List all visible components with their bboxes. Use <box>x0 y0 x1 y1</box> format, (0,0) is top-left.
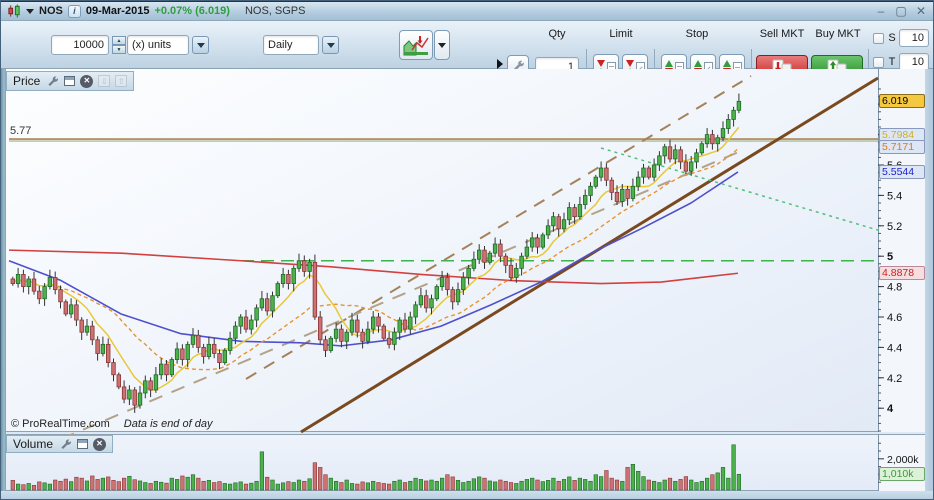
candlestick-logo-icon <box>7 4 21 18</box>
volume-panel-title: Volume <box>13 437 54 451</box>
toolbar-separator <box>868 49 869 83</box>
limit-label: Limit <box>609 28 633 40</box>
t-label: T <box>888 56 896 68</box>
collapse-trading-bar-icon[interactable] <box>497 59 503 69</box>
price-close-icon[interactable]: ✕ <box>80 74 94 88</box>
info-icon[interactable]: i <box>67 4 81 18</box>
take-profit-input[interactable]: 10 <box>899 53 929 71</box>
window-controls: – ▢ ✕ <box>873 4 929 18</box>
stop-label: Stop <box>685 28 709 40</box>
toolbar-separator <box>654 49 655 83</box>
quantity-stepper: ▲ ▼ <box>112 36 126 54</box>
chart-style-icon <box>403 36 429 56</box>
volume-axis-gutter[interactable] <box>878 434 925 491</box>
horizontal-level-label: 5.77 <box>10 125 32 138</box>
price-move-up-icon: ⇧ <box>115 75 128 87</box>
s-label: S <box>888 32 896 44</box>
units-dropdown[interactable]: (x) units <box>127 35 209 55</box>
left-edge-strip <box>1 69 6 491</box>
price-move-down-icon: ⇩ <box>98 75 111 87</box>
volume-settings-wrench-icon[interactable] <box>58 437 72 451</box>
main-toolbar: 10000 ▲ ▼ (x) units Daily <box>1 21 933 83</box>
price-label-5.5544: 5.5544 <box>879 164 925 179</box>
price-label-5.7171: 5.7171 <box>879 140 925 155</box>
close-button[interactable]: ✕ <box>915 4 927 18</box>
chart-style-button[interactable] <box>399 30 433 60</box>
quantity-up-icon[interactable]: ▲ <box>112 36 126 45</box>
volume-current-label: 1,010k <box>879 467 925 482</box>
quantity-down-icon[interactable]: ▼ <box>112 45 126 54</box>
qty-label: Qty <box>548 28 566 40</box>
stop-loss-checkbox[interactable] <box>873 33 884 44</box>
instrument-name: NOS, SGPS <box>244 5 306 17</box>
volume-close-icon[interactable]: ✕ <box>93 437 107 451</box>
copyright-note: © ProRealTime.com Data is end of day <box>11 418 212 430</box>
minimize-button[interactable]: – <box>877 4 885 18</box>
price-detach-window-icon[interactable] <box>64 76 76 86</box>
right-edge-strip <box>925 69 933 499</box>
price-axis-gutter[interactable] <box>878 69 925 432</box>
copyright-text: © ProRealTime.com <box>11 418 110 430</box>
title-bar: NOS i 09-Mar-2015 +0.07% (6.019) NOS, SG… <box>1 1 933 21</box>
buy-mkt-label: Buy MKT <box>815 28 861 40</box>
timeframe-value: Daily <box>268 39 293 51</box>
volume-panel-header: Volume ✕ <box>6 435 114 453</box>
price-settings-wrench-icon[interactable] <box>45 74 59 88</box>
price-panel-header: Price ✕ ⇩ ⇧ <box>6 71 135 91</box>
quantity-input[interactable]: 10000 <box>51 35 109 55</box>
volume-detach-window-icon[interactable] <box>77 439 89 449</box>
toolbar-separator <box>751 49 752 83</box>
units-value: (x) units <box>132 39 172 51</box>
symbol-ticker[interactable]: NOS <box>39 5 63 17</box>
price-panel-title: Price <box>13 74 41 88</box>
quantity-control: 10000 ▲ ▼ <box>51 35 126 55</box>
toolbar-separator <box>586 49 587 83</box>
bottom-edge-strip <box>1 491 933 499</box>
quote-change: +0.07% (6.019) <box>154 5 230 17</box>
maximize-button[interactable]: ▢ <box>895 4 907 18</box>
volume-chart-area[interactable] <box>6 434 878 491</box>
price-label-4.8878: 4.8878 <box>879 266 925 281</box>
stop-loss-input[interactable]: 10 <box>899 29 929 47</box>
timeframe-dropdown[interactable]: Daily <box>263 35 339 55</box>
price-chart-area[interactable] <box>6 69 878 432</box>
data-delay-note: Data is end of day <box>123 418 213 430</box>
quote-date: 09-Mar-2015 <box>85 5 150 17</box>
price-label-6.019: 6.019 <box>879 94 925 109</box>
price-label-5.7984: 5.7984 <box>879 127 925 142</box>
timeframe-dropdown-arrow-icon[interactable] <box>322 36 339 54</box>
units-dropdown-arrow-icon[interactable] <box>192 36 209 54</box>
symbol-dropdown-caret-icon[interactable] <box>26 8 34 14</box>
wrench-icon <box>513 60 524 71</box>
take-profit-checkbox[interactable] <box>873 57 884 68</box>
sell-mkt-label: Sell MKT <box>759 28 805 40</box>
chart-style-dropdown-arrow-icon[interactable] <box>434 30 450 60</box>
